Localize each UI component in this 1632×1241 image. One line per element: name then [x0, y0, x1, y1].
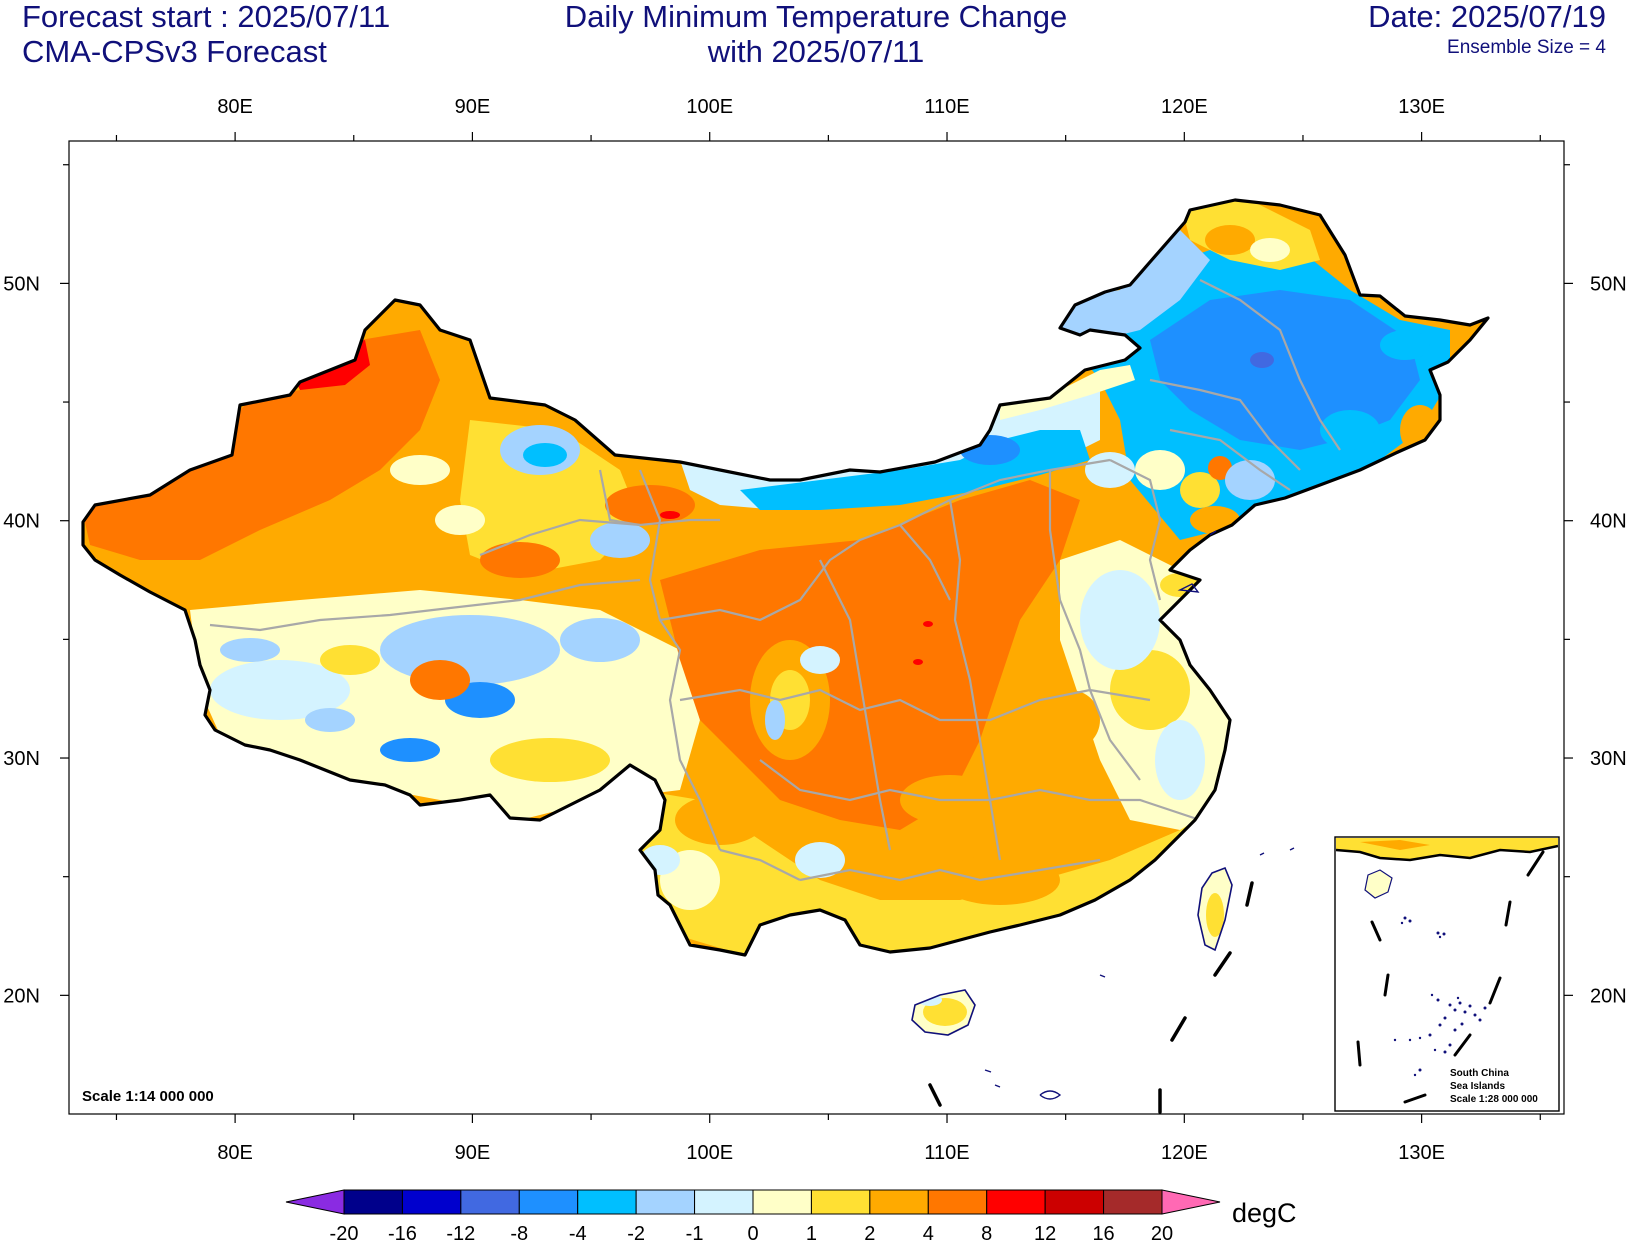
coastal-islets: [984, 530, 1295, 1100]
header-center: Daily Minimum Temperature Change with 20…: [0, 0, 1632, 69]
colorbar-box: [343, 1189, 403, 1215]
province-boundaries: [209, 279, 1341, 882]
colorbar-tick-label: -16: [388, 1223, 417, 1241]
header-left: Forecast start : 2025/07/11 CMA-CPSv3 Fo…: [22, 0, 390, 69]
lon-label-top: 100E: [686, 96, 733, 118]
lat-label-right: 20N: [1590, 985, 1627, 1007]
lon-label-bottom: 130E: [1398, 1142, 1445, 1164]
colorbar-tick-label: 1: [806, 1223, 817, 1241]
colorbar-box: [401, 1189, 462, 1215]
colorbar-box: [1044, 1189, 1105, 1215]
colorbar-box: [810, 1189, 871, 1215]
colorbar-box: [518, 1189, 579, 1215]
lon-label-top: 110E: [924, 96, 969, 118]
lat-label-right: 50N: [1590, 273, 1627, 295]
colorbar-box: [694, 1189, 754, 1215]
colorbar-min-arrow: [285, 1189, 345, 1215]
map-subtitle: with 2025/07/11: [707, 33, 925, 69]
forecast-start-label: Forecast start : 2025/07/11: [22, 0, 391, 34]
colorbar-box: [927, 1189, 988, 1215]
valid-date-label: Date: 2025/07/19: [1368, 0, 1606, 34]
lat-label-left: 50N: [3, 273, 40, 295]
colorbar-tick-label: -12: [446, 1223, 475, 1241]
colorbar-tick-label: 20: [1151, 1223, 1173, 1241]
latitude-labels-left: 50N 40N 30N 20N: [3, 273, 40, 1007]
latitude-labels-right: 50N 40N 30N 20N: [1590, 273, 1627, 1007]
colorbar-tick-label: -1: [686, 1223, 704, 1241]
inset-title-line1: South China: [1450, 1068, 1509, 1079]
colorbar-tick-label: 4: [923, 1223, 934, 1241]
header-right: Date: 2025/07/19 Ensemble Size = 4: [1368, 0, 1606, 58]
lon-label-bottom: 100E: [686, 1142, 733, 1164]
colorbar-tick-label: -2: [627, 1223, 645, 1241]
longitude-labels-top: 80E 90E 100E 110E 120E 130E: [217, 96, 1445, 118]
ensemble-size-label: Ensemble Size = 4: [1447, 36, 1606, 58]
colorbar-unit: degC: [1232, 1198, 1297, 1228]
colorbar-box: [986, 1189, 1046, 1215]
colorbar-box: [1103, 1189, 1163, 1215]
lon-label-top: 130E: [1398, 96, 1445, 118]
dashed-maritime-line: [928, 881, 1254, 1114]
lat-label-left: 30N: [3, 748, 40, 770]
lon-label-top: 90E: [455, 96, 491, 118]
model-label: CMA-CPSv3 Forecast: [22, 33, 327, 69]
colorbar-box: [577, 1189, 637, 1215]
colorbar-tick-label: 16: [1092, 1223, 1114, 1241]
lat-label-left: 20N: [3, 985, 40, 1007]
colorbar-tick-label: -20: [330, 1223, 359, 1241]
lon-label-top: 80E: [217, 96, 253, 118]
map-title: Daily Minimum Temperature Change: [564, 0, 1068, 34]
inset-scale-label: Scale 1:28 000 000: [1450, 1094, 1538, 1105]
south-china-sea-inset: South China Sea Islands Scale 1:28 000 0…: [1334, 836, 1560, 1112]
colorbar-box: [869, 1189, 929, 1215]
lon-label-bottom: 80E: [217, 1142, 253, 1164]
lon-label-bottom: 120E: [1161, 1142, 1208, 1164]
colorbar-box: [752, 1189, 812, 1215]
longitude-labels-bottom: 80E 90E 100E 110E 120E 130E: [217, 1142, 1445, 1164]
axis-ticks: [60, 132, 1573, 1123]
lon-label-bottom: 110E: [924, 1142, 969, 1164]
colorbar: -20 -16 -12 -8 -4 -2 -1 0 1 2 4 8 12 16 20: [285, 1189, 1221, 1241]
colorbar-tick-label: 8: [981, 1223, 992, 1241]
lon-label-top: 120E: [1161, 96, 1208, 118]
colorbar-max-arrow: [1161, 1189, 1221, 1215]
colorbar-tick-label: -8: [510, 1223, 528, 1241]
colorbar-tick-label: -4: [569, 1223, 587, 1241]
inset-title-line2: Sea Islands: [1450, 1081, 1505, 1092]
lat-label-right: 30N: [1590, 748, 1627, 770]
map-scale-label: Scale 1:14 000 000: [82, 1088, 214, 1105]
colorbar-tick-label: 12: [1034, 1223, 1056, 1241]
colorbar-tick-label: 2: [864, 1223, 875, 1241]
colorbar-tick-label: 0: [747, 1223, 758, 1241]
lat-label-right: 40N: [1590, 511, 1627, 533]
lat-label-left: 40N: [3, 511, 40, 533]
lon-label-bottom: 90E: [455, 1142, 491, 1164]
colorbar-box: [460, 1189, 520, 1215]
colorbar-box: [635, 1189, 696, 1215]
